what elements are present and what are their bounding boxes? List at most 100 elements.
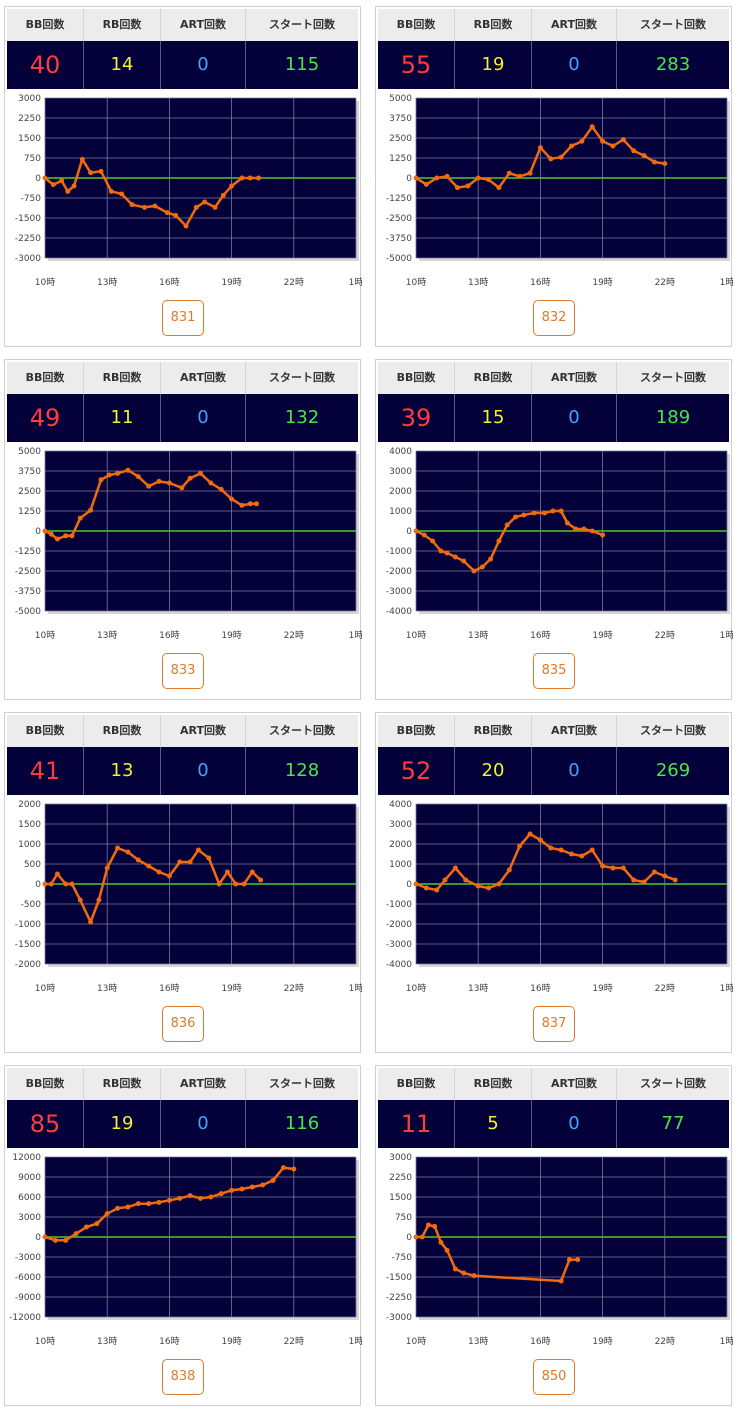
data-point [463,877,469,883]
data-point [125,849,131,855]
x-tick-label: 22時 [655,630,675,641]
value-start: 269 [655,760,691,781]
header-art: ART回数 [532,9,617,41]
y-tick-label: 3750 [389,114,412,124]
machine-number-button[interactable]: 838 [162,1359,204,1395]
data-point [106,472,112,478]
data-point [479,564,485,570]
data-point [115,845,121,851]
data-point [198,1195,203,1201]
machine-number-button[interactable]: 831 [162,300,204,336]
data-point [146,483,152,489]
machine-number-button[interactable]: 850 [533,1359,575,1395]
y-tick-label: -750 [392,1253,413,1263]
data-point [558,1278,564,1284]
x-tick-label: 1時 [720,277,733,288]
y-tick-label: 0 [35,1233,41,1243]
y-tick-label: -5000 [386,254,412,264]
y-tick-label: 6000 [18,1193,41,1203]
value-rb: 14 [84,41,161,89]
y-tick-label: -4000 [386,960,412,970]
y-tick-label: -2250 [15,234,41,244]
value-bb: 40 [7,41,84,89]
header-art: ART回数 [161,9,246,41]
data-point [152,203,158,209]
data-point [125,467,131,473]
data-point [430,538,436,544]
value-art: 0 [161,1100,246,1148]
y-tick-label: 5000 [18,447,41,457]
stats-values: 41 13 0 128 [7,747,358,795]
data-point [432,1223,438,1229]
header-bb: BB回数 [7,9,84,41]
data-point [233,881,239,887]
data-point [48,531,54,537]
data-point [423,181,429,187]
x-tick-label: 13時 [468,630,488,641]
y-tick-label: -9000 [15,1293,41,1303]
data-point [471,1273,477,1279]
data-point [208,480,214,486]
data-point [521,512,527,518]
data-point [558,154,564,160]
y-tick-label: -2250 [386,1293,412,1303]
header-bb: BB回数 [7,715,84,747]
y-tick-label: -750 [21,194,42,204]
data-point [419,1234,425,1240]
data-point [496,881,502,887]
data-point [452,865,458,871]
machine-number-button[interactable]: 837 [533,1006,575,1042]
data-point [421,532,427,538]
data-point [208,1194,214,1200]
data-point [575,1257,581,1263]
data-point [220,192,226,198]
stats-header: BB回数 RB回数 ART回数 スタート回数 [7,1068,358,1100]
data-point [156,869,162,875]
machine-number-button[interactable]: 835 [533,653,575,689]
data-point [496,185,502,191]
data-point [71,183,77,189]
machine-number-button[interactable]: 833 [162,653,204,689]
data-point [247,501,253,507]
header-rb: RB回数 [84,9,161,41]
data-point [537,145,543,151]
y-tick-label: -3000 [386,940,412,950]
y-tick-label: 2500 [18,487,41,497]
value-start: 132 [284,407,320,428]
header-start: スタート回数 [617,9,729,41]
y-tick-label: -500 [21,900,42,910]
data-point [239,175,245,181]
x-tick-label: 1時 [720,630,733,641]
data-point [413,175,419,181]
data-point [42,881,48,887]
data-point [496,538,502,544]
data-point [187,475,193,481]
header-start: スタート回数 [246,362,358,394]
data-point [581,526,587,532]
y-tick-label: 3000 [389,820,412,830]
header-art: ART回数 [161,1068,246,1100]
x-tick-label: 22時 [655,277,675,288]
y-tick-label: 2000 [389,487,412,497]
data-point [166,873,172,879]
data-point [517,173,523,179]
data-point [65,188,71,194]
data-point [193,204,199,210]
machine-number-button[interactable]: 832 [533,300,575,336]
data-point [229,1187,235,1193]
x-tick-label: 16時 [159,1336,179,1347]
data-point [548,845,554,851]
x-tick-label: 22時 [655,1336,675,1347]
data-point [135,1201,141,1207]
data-point [610,143,616,149]
data-point [672,877,678,883]
data-point [486,177,492,183]
data-point [63,533,69,539]
y-tick-label: -3000 [15,254,41,264]
x-tick-label: 16時 [530,983,550,994]
data-point [98,477,104,483]
header-bb: BB回数 [378,1068,455,1100]
machine-number-button[interactable]: 836 [162,1006,204,1042]
difference-chart: 3000 2250 1500 750 0 -750 -1500 -2250 -3000 10時 13… [15,94,362,288]
header-bb: BB回数 [7,362,84,394]
